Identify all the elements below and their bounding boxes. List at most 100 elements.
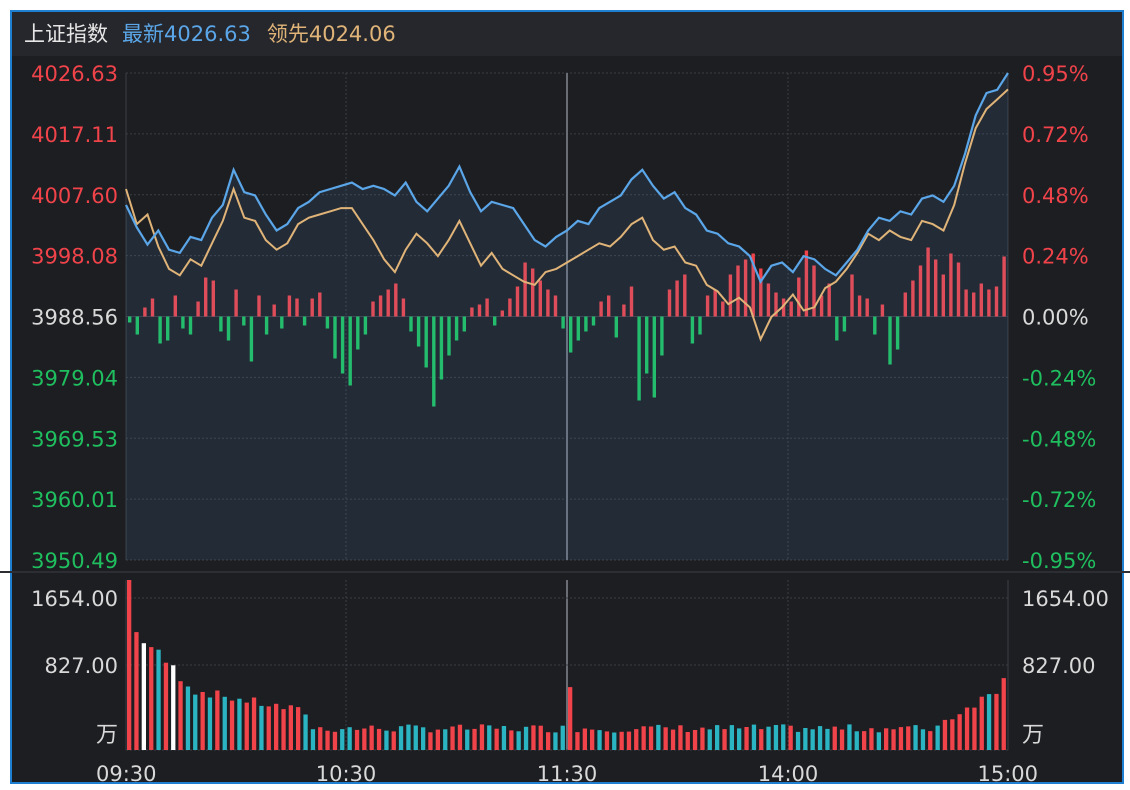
volume-bar [384, 730, 389, 750]
momentum-bar [721, 301, 725, 317]
volume-bar [443, 729, 448, 750]
volume-bar [773, 725, 779, 750]
momentum-bar [462, 316, 466, 332]
momentum-bar [956, 262, 961, 317]
volume-bar [516, 731, 521, 750]
volume-bar [979, 696, 984, 750]
volume-bar [590, 729, 595, 750]
momentum-bar [599, 301, 603, 317]
volume-bar [722, 729, 727, 750]
momentum-bar [873, 316, 877, 335]
volume-bar [193, 694, 198, 750]
momentum-bar [546, 289, 550, 317]
momentum-bar [827, 283, 831, 317]
momentum-bar [667, 289, 672, 317]
momentum-bar [340, 316, 345, 374]
volume-bar [810, 729, 815, 750]
y-tick-left: 3969.53 [31, 427, 118, 451]
lead-line [125, 88, 1009, 342]
momentum-bar [394, 283, 398, 317]
volume-bar [884, 728, 889, 750]
momentum-bar [363, 316, 368, 335]
momentum-bar [158, 316, 162, 344]
volume-bar [737, 728, 742, 750]
momentum-bar [607, 295, 611, 317]
volume-bar [207, 697, 213, 750]
momentum-bar [835, 316, 839, 341]
volume-bar [957, 714, 962, 750]
y-tick-left: 3960.01 [31, 488, 118, 512]
momentum-bar [683, 274, 687, 317]
momentum-bar [128, 316, 132, 323]
volume-bar [847, 724, 852, 750]
y-tick-left: 3950.49 [31, 549, 118, 573]
volume-bar [950, 719, 955, 750]
volume-bar [413, 725, 418, 750]
momentum-bar [766, 283, 771, 317]
momentum-bar [515, 286, 520, 317]
momentum-bar [447, 316, 451, 356]
momentum-bar [842, 316, 847, 332]
momentum-bar [356, 316, 360, 350]
momentum-bar [257, 295, 261, 317]
momentum-bar [1002, 256, 1006, 317]
y-tick-right: 0.00% [1022, 306, 1089, 330]
momentum-bar [926, 247, 930, 317]
x-tick: 14:00 [758, 762, 819, 786]
volume-bar [913, 725, 918, 750]
volume-bar [575, 732, 580, 750]
volume-bar [869, 728, 874, 750]
volume-bar [479, 724, 485, 750]
momentum-bar [987, 289, 991, 317]
momentum-bar [713, 289, 717, 317]
momentum-bar [409, 316, 413, 332]
momentum-bar [386, 289, 390, 317]
volume-bar [597, 730, 602, 750]
y-tick-right: -0.24% [1022, 366, 1096, 390]
momentum-bar [416, 316, 421, 347]
volume-bar [832, 726, 837, 750]
volume-bar [457, 724, 463, 750]
momentum-bar [728, 274, 733, 317]
volume-bar [472, 728, 477, 750]
momentum-bar [949, 253, 953, 317]
volume-bar [994, 693, 999, 750]
volume-bar [244, 702, 249, 750]
volume-bar [803, 728, 808, 750]
momentum-bar [705, 295, 710, 317]
y-tick-left: 4026.63 [31, 62, 118, 86]
momentum-bar [774, 292, 778, 317]
momentum-bar [850, 274, 854, 317]
volume-bar [538, 725, 543, 750]
volume-bar [656, 724, 661, 750]
momentum-bar [880, 304, 885, 317]
volume-bar [127, 580, 132, 750]
volume-bar [435, 729, 440, 750]
volume-bar [149, 647, 154, 750]
volume-bar [178, 681, 183, 750]
volume-tick-left: 827.00 [45, 654, 118, 678]
momentum-bar [857, 295, 862, 317]
momentum-bar [804, 250, 809, 317]
momentum-bar [439, 316, 444, 380]
momentum-bar [934, 259, 938, 317]
volume-bar [817, 726, 823, 750]
volume-bar [281, 709, 286, 750]
momentum-bar [781, 298, 786, 317]
index-line [125, 72, 1009, 285]
volume-bar [421, 727, 426, 750]
momentum-bar [325, 316, 330, 329]
volume-bar [744, 727, 749, 750]
volume-bar [626, 731, 632, 750]
volume-bar [685, 732, 690, 750]
momentum-bar [652, 316, 656, 398]
volume-bar [376, 728, 382, 750]
y-tick-left: 3988.56 [31, 306, 118, 330]
volume-bar [707, 729, 712, 750]
volume-bar [487, 725, 492, 750]
volume-bar [715, 725, 720, 750]
momentum-bar [424, 316, 428, 368]
chart-header: 上证指数 最新4026.63 领先4024.06 [12, 12, 1122, 56]
volume-bar [648, 726, 654, 750]
volume-bar [134, 632, 139, 750]
